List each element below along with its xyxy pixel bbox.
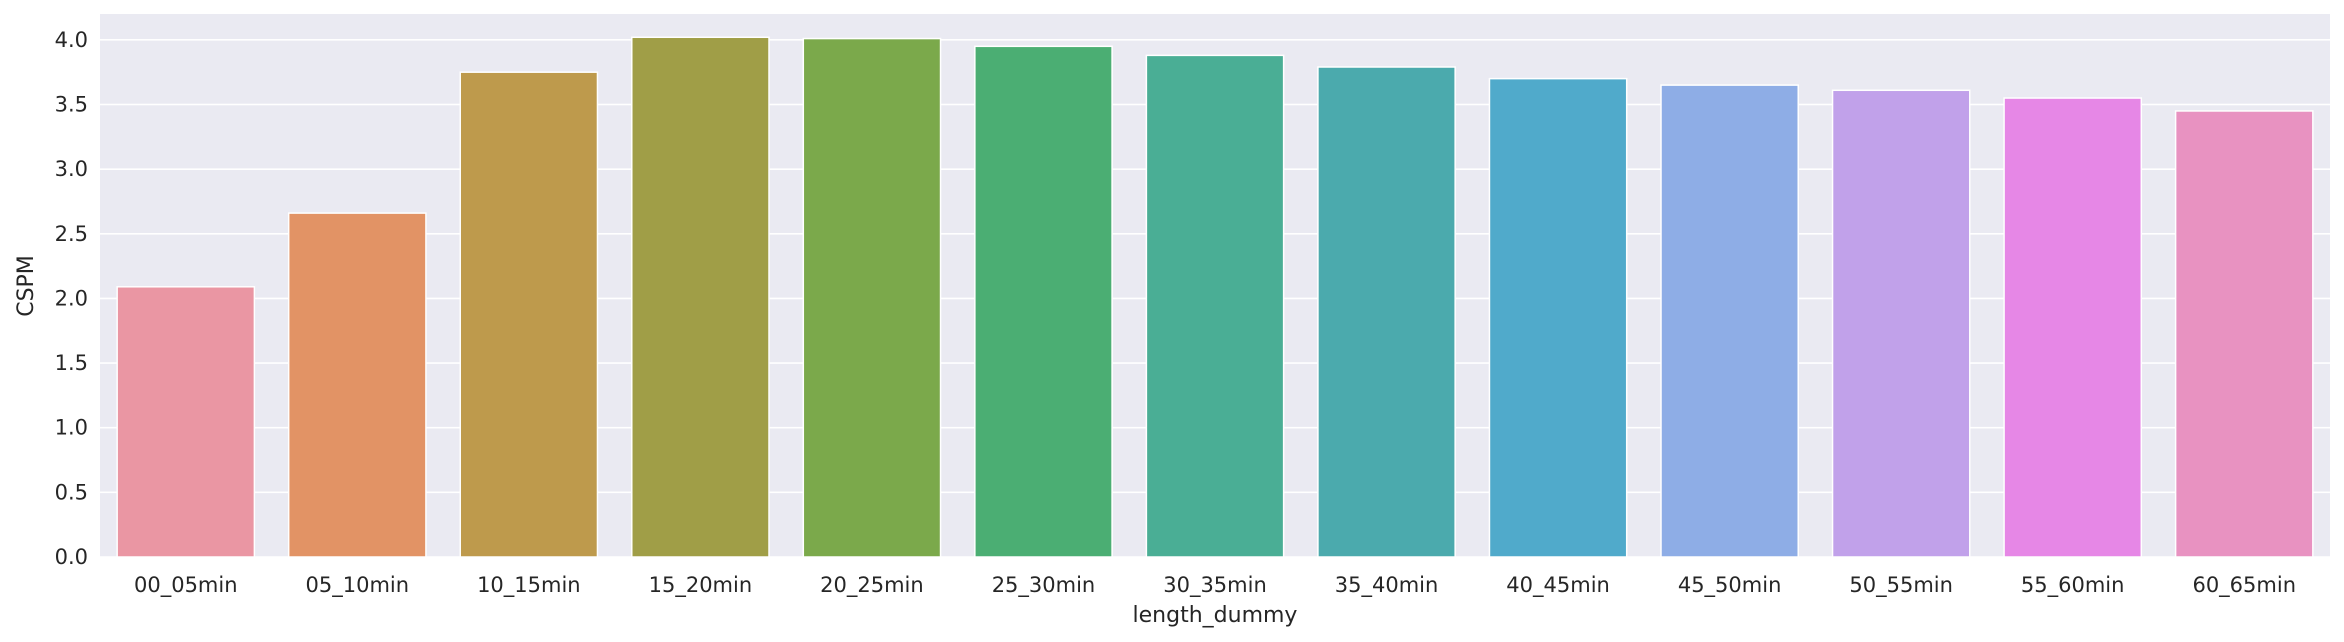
x-tick-label: 20_25min [820,573,924,598]
x-tick-label: 45_50min [1678,573,1782,598]
bar-20_25min [802,37,942,558]
x-tick-label: 50_55min [1849,573,1953,598]
y-tick-label: 2.0 [55,286,88,310]
y-tick-label: 3.0 [55,157,88,181]
x-tick-label: 15_20min [649,573,753,598]
bar-60_65min [2174,110,2314,558]
bar-05_10min [287,212,427,558]
bar-30_35min [1145,54,1285,558]
x-tick-label: 05_10min [306,573,410,598]
x-tick-label: 60_65min [2192,573,2296,598]
y-tick-label: 1.5 [55,351,88,375]
x-tick-label: 10_15min [477,573,581,598]
x-tick-label: 00_05min [134,573,238,598]
y-axis-label: CSPM [14,255,39,317]
x-tick-label: 35_40min [1335,573,1439,598]
x-tick-label: 55_60min [2021,573,2125,598]
x-axis-label: length_dummy [1133,603,1298,628]
bar-45_50min [1660,84,1799,558]
bar-25_30min [974,45,1113,558]
x-tick-label: 25_30min [992,573,1096,598]
x-tick-label: 40_45min [1506,573,1610,598]
bar-40_45min [1488,77,1628,558]
bars [116,36,2314,558]
bar-15_20min [631,36,770,558]
y-tick-label: 0.5 [55,480,88,504]
y-tick-label: 4.0 [55,28,88,52]
x-tick-label: 30_35min [1163,573,1267,598]
bar-00_05min [116,286,256,558]
bar-50_55min [1831,89,1971,558]
x-tick-labels: 00_05min 05_10min 10_15min 15_20min 20_25min… [134,573,2296,598]
y-tick-label: 3.5 [55,93,88,117]
bar-10_15min [459,71,599,558]
y-tick-label: 2.5 [55,222,88,246]
bar-35_40min [1317,66,1456,558]
y-tick-label: 1.0 [55,416,88,440]
bar-55_60min [2003,97,2143,558]
y-tick-label: 0.0 [55,545,88,569]
y-tick-labels: 0.0 0.5 1.0 1.5 2.0 2.5 3.0 3.5 4.0 [55,28,88,569]
